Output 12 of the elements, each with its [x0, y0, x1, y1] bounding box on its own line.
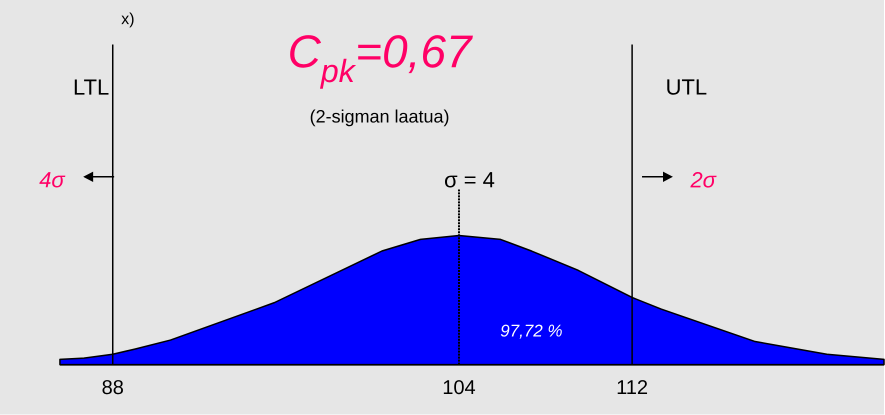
annotation: 97,72 %: [500, 324, 562, 339]
x-tick-label: 112: [618, 380, 648, 394]
ref-line-label: LTL: [74, 80, 108, 95]
text: x): [121, 12, 134, 28]
x-tick-label: 104: [444, 380, 476, 394]
text: σ = 4: [444, 172, 494, 188]
ref-line-label: UTL: [667, 80, 706, 95]
chart-title: C$_{pk}$=0,67: [290, 35, 473, 89]
text: 4σ: [39, 172, 66, 188]
text: 2σ: [690, 172, 717, 188]
chart-subtitle: (2-sigman laatua): [310, 110, 448, 126]
x-tick-label: 88: [102, 380, 123, 394]
